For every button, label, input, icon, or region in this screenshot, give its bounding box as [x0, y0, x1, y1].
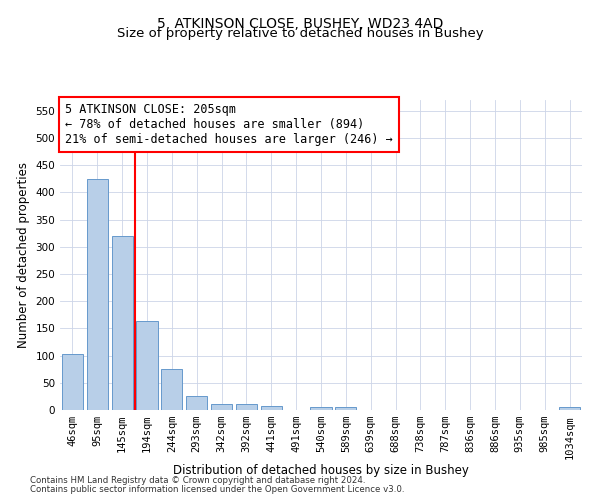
Bar — [112, 236, 133, 410]
Bar — [236, 404, 257, 410]
X-axis label: Distribution of detached houses by size in Bushey: Distribution of detached houses by size … — [173, 464, 469, 477]
Bar — [261, 406, 282, 410]
Text: Size of property relative to detached houses in Bushey: Size of property relative to detached ho… — [116, 28, 484, 40]
Bar — [211, 404, 232, 410]
Y-axis label: Number of detached properties: Number of detached properties — [17, 162, 30, 348]
Bar — [161, 369, 182, 410]
Text: Contains public sector information licensed under the Open Government Licence v3: Contains public sector information licen… — [30, 485, 404, 494]
Bar — [62, 354, 83, 410]
Bar — [136, 322, 158, 410]
Text: Contains HM Land Registry data © Crown copyright and database right 2024.: Contains HM Land Registry data © Crown c… — [30, 476, 365, 485]
Bar — [186, 396, 207, 410]
Text: 5, ATKINSON CLOSE, BUSHEY, WD23 4AD: 5, ATKINSON CLOSE, BUSHEY, WD23 4AD — [157, 18, 443, 32]
Bar — [310, 408, 332, 410]
Bar — [335, 408, 356, 410]
Text: 5 ATKINSON CLOSE: 205sqm
← 78% of detached houses are smaller (894)
21% of semi-: 5 ATKINSON CLOSE: 205sqm ← 78% of detach… — [65, 103, 393, 146]
Bar — [87, 179, 108, 410]
Bar — [559, 408, 580, 410]
